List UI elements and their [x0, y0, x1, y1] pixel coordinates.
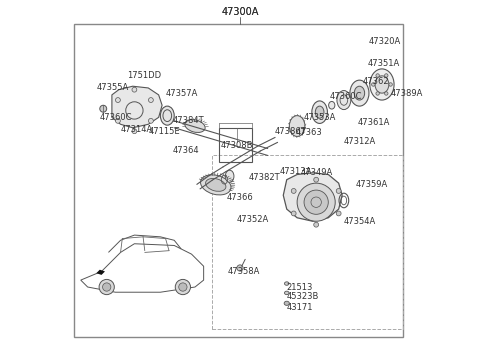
Circle shape: [291, 211, 296, 216]
Text: 1751DD: 1751DD: [128, 71, 162, 80]
Text: 47386T: 47386T: [275, 127, 306, 136]
Circle shape: [237, 265, 243, 271]
Circle shape: [376, 74, 379, 77]
Circle shape: [384, 74, 388, 77]
Ellipse shape: [285, 291, 289, 295]
Text: 47366: 47366: [226, 193, 253, 201]
Text: 47384T: 47384T: [172, 116, 204, 125]
Text: 47360C: 47360C: [100, 113, 132, 122]
Text: 47357A: 47357A: [166, 89, 198, 98]
Ellipse shape: [289, 116, 305, 136]
Circle shape: [116, 118, 120, 123]
Circle shape: [148, 98, 153, 103]
Text: 47312A: 47312A: [344, 137, 376, 146]
Text: 47352A: 47352A: [237, 215, 269, 224]
Circle shape: [389, 83, 392, 86]
Circle shape: [372, 83, 375, 86]
Circle shape: [304, 190, 328, 214]
Text: 47313A: 47313A: [280, 166, 312, 176]
Ellipse shape: [375, 76, 389, 93]
Text: 47360C: 47360C: [330, 92, 362, 101]
Text: 47358A: 47358A: [228, 267, 260, 276]
Text: 47314A: 47314A: [120, 125, 153, 134]
Ellipse shape: [225, 170, 234, 182]
Text: 47364: 47364: [172, 146, 199, 155]
Circle shape: [132, 129, 137, 134]
Text: 47300A: 47300A: [221, 7, 259, 17]
Text: 21513: 21513: [287, 283, 313, 291]
Polygon shape: [112, 86, 162, 128]
Ellipse shape: [284, 301, 289, 305]
Circle shape: [384, 92, 388, 95]
Ellipse shape: [337, 90, 351, 110]
Ellipse shape: [205, 178, 226, 191]
Ellipse shape: [370, 69, 394, 100]
Text: 47351A: 47351A: [368, 59, 400, 68]
Circle shape: [100, 105, 107, 112]
Text: 47362: 47362: [363, 76, 390, 86]
Polygon shape: [96, 270, 105, 275]
Circle shape: [99, 280, 114, 295]
Circle shape: [116, 98, 120, 103]
Circle shape: [175, 280, 191, 295]
Ellipse shape: [329, 102, 335, 109]
Ellipse shape: [350, 80, 369, 106]
Circle shape: [179, 283, 187, 291]
Text: 47115E: 47115E: [148, 127, 180, 136]
Text: 47308B: 47308B: [220, 141, 253, 150]
Text: 47389A: 47389A: [391, 89, 423, 98]
Ellipse shape: [315, 106, 324, 118]
Text: 47353A: 47353A: [304, 113, 336, 122]
Circle shape: [376, 92, 379, 95]
Polygon shape: [283, 173, 342, 221]
Text: 47355A: 47355A: [96, 83, 129, 92]
Text: 45323B: 45323B: [287, 292, 319, 301]
Circle shape: [314, 222, 319, 227]
Text: 47320A: 47320A: [369, 37, 401, 46]
Text: 43171: 43171: [287, 303, 313, 312]
Ellipse shape: [201, 175, 231, 195]
Text: 47349A: 47349A: [300, 168, 333, 177]
Text: 47382T: 47382T: [249, 173, 280, 183]
Ellipse shape: [185, 120, 205, 133]
Ellipse shape: [354, 86, 365, 100]
Circle shape: [148, 118, 153, 123]
Text: 47363: 47363: [295, 128, 322, 138]
Circle shape: [103, 283, 111, 291]
Ellipse shape: [285, 282, 289, 285]
Text: 47354A: 47354A: [344, 217, 376, 226]
Circle shape: [291, 188, 296, 193]
Ellipse shape: [312, 101, 327, 124]
Text: 47361A: 47361A: [358, 118, 390, 127]
Circle shape: [336, 188, 341, 193]
Text: 47300A: 47300A: [221, 7, 259, 17]
Ellipse shape: [160, 106, 174, 125]
Circle shape: [297, 183, 335, 221]
Circle shape: [336, 211, 341, 216]
Circle shape: [132, 87, 137, 92]
Circle shape: [314, 177, 319, 182]
Text: 47359A: 47359A: [356, 180, 388, 190]
